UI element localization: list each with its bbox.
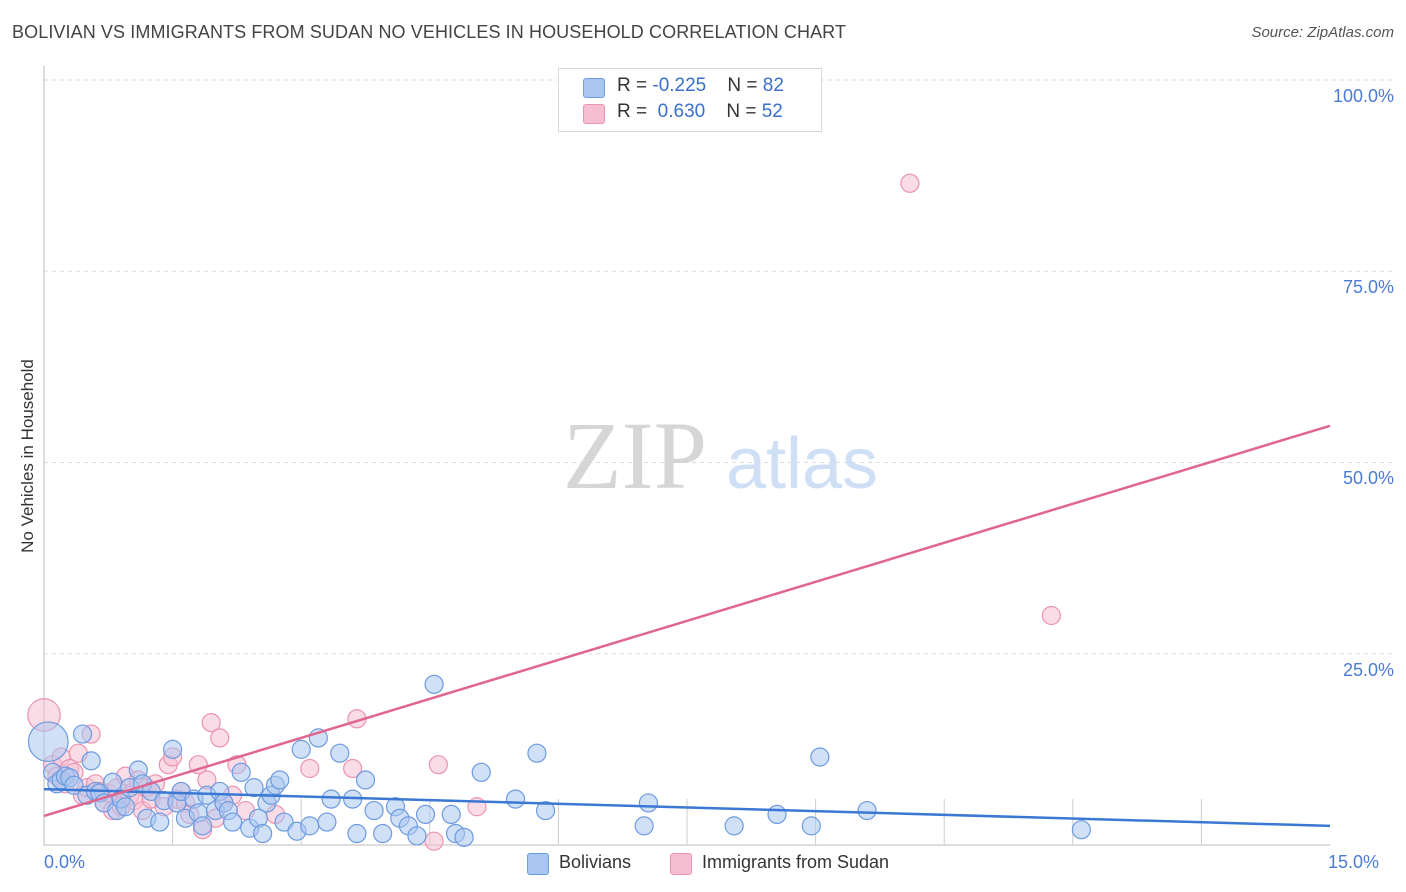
legend-label-bolivians: Bolivians bbox=[559, 852, 632, 872]
trend-lines bbox=[43, 424, 1331, 828]
legend-blue-r-label: R = bbox=[617, 75, 653, 96]
chart-source: Source: ZipAtlas.com bbox=[1251, 24, 1394, 41]
bolivians-point-45 bbox=[270, 770, 290, 790]
bolivians-point-39 bbox=[244, 778, 264, 798]
bolivians-point-24 bbox=[163, 739, 183, 759]
chart-title: BOLIVIAN VS IMMIGRANTS FROM SUDAN NO VEH… bbox=[12, 22, 847, 42]
bolivians-point-68 bbox=[471, 762, 491, 782]
x-tick-label-max: 15.0% bbox=[1328, 852, 1380, 872]
bolivians-point-41 bbox=[253, 823, 273, 844]
bolivians-point-72 bbox=[638, 793, 659, 813]
watermark-atlas: atlas bbox=[726, 424, 878, 504]
bolivians-point-0 bbox=[27, 721, 69, 763]
series-bolivians-points bbox=[27, 674, 1091, 847]
bolivians-point-22 bbox=[150, 812, 170, 832]
x-tick-label-min: 0.0% bbox=[44, 852, 86, 872]
legend-bottom-swatch-blue bbox=[527, 853, 549, 875]
bolivians-point-63 bbox=[415, 804, 436, 825]
bolivians-point-13 bbox=[102, 772, 123, 792]
y-tick-label-100: 100.0% bbox=[1332, 86, 1394, 106]
bolivians-point-64 bbox=[424, 674, 444, 694]
watermark-zip: ZIP bbox=[563, 402, 707, 509]
bolivians-point-7 bbox=[72, 724, 93, 744]
bolivians-point-65 bbox=[441, 804, 461, 825]
bolivians-point-30 bbox=[193, 816, 213, 836]
legend-blue-n-label: N = bbox=[727, 75, 763, 96]
correlation-legend: R = -0.225 N = 82 R = 0.630 N = 52 bbox=[558, 68, 822, 132]
sudan-point-50 bbox=[900, 173, 920, 193]
bolivians-point-37 bbox=[231, 762, 251, 782]
bolivians-point-16 bbox=[115, 797, 136, 817]
bolivians-point-56 bbox=[355, 770, 376, 790]
y-tick-label-50: 50.0% bbox=[1342, 468, 1394, 488]
bolivians-trend-line bbox=[43, 787, 1331, 828]
bolivians-point-74 bbox=[724, 816, 744, 836]
bolivians-point-58 bbox=[373, 823, 393, 844]
bolivians-point-9 bbox=[81, 751, 101, 771]
y-axis-label: No Vehicles in Household bbox=[18, 359, 37, 553]
legend-pink-n-label: N = bbox=[726, 101, 762, 122]
bolivians-point-71 bbox=[535, 800, 556, 821]
legend-swatch-blue bbox=[583, 78, 605, 98]
sudan-point-36 bbox=[201, 712, 221, 733]
bolivians-point-79 bbox=[1071, 820, 1091, 840]
bolivians-point-48 bbox=[291, 739, 311, 759]
y-tick-label-75: 75.0% bbox=[1342, 277, 1394, 297]
sudan-point-47 bbox=[428, 755, 448, 775]
sudan-point-48 bbox=[424, 831, 444, 851]
legend-blue-r-value: -0.225 bbox=[652, 75, 707, 96]
bolivians-point-51 bbox=[317, 812, 337, 832]
sudan-trend-line bbox=[43, 424, 1331, 818]
bolivians-point-75 bbox=[767, 804, 787, 825]
bolivians-point-76 bbox=[801, 816, 821, 836]
bolivians-point-69 bbox=[505, 789, 526, 809]
sudan-point-51 bbox=[1041, 605, 1061, 626]
bolivians-point-57 bbox=[364, 800, 384, 821]
bolivians-point-67 bbox=[454, 827, 474, 847]
bolivians-point-53 bbox=[330, 743, 350, 763]
sudan-point-45 bbox=[343, 758, 363, 779]
y-tick-label-25: 25.0% bbox=[1342, 660, 1394, 680]
bolivians-point-77 bbox=[810, 747, 830, 767]
bolivians-point-49 bbox=[300, 816, 320, 836]
grid-lines bbox=[44, 79, 1392, 655]
legend-bottom-swatch-pink bbox=[670, 853, 692, 875]
legend-pink-r-label: R = bbox=[617, 101, 653, 122]
bolivians-point-36 bbox=[223, 812, 243, 832]
legend-swatch-pink bbox=[583, 104, 605, 124]
bolivians-point-73 bbox=[634, 816, 654, 836]
legend-pink-r-value: 0.630 bbox=[657, 101, 706, 122]
bolivians-point-55 bbox=[347, 823, 367, 844]
sudan-point-38 bbox=[210, 728, 230, 748]
bolivians-point-78 bbox=[857, 800, 877, 821]
bolivians-point-70 bbox=[527, 743, 547, 763]
legend-blue-n-value: 82 bbox=[762, 75, 784, 96]
bolivians-point-52 bbox=[321, 789, 341, 809]
legend-label-sudan: Immigrants from Sudan bbox=[702, 852, 890, 872]
bolivians-point-62 bbox=[407, 826, 427, 846]
legend-pink-n-value: 52 bbox=[761, 101, 783, 122]
sudan-point-44 bbox=[300, 758, 320, 779]
